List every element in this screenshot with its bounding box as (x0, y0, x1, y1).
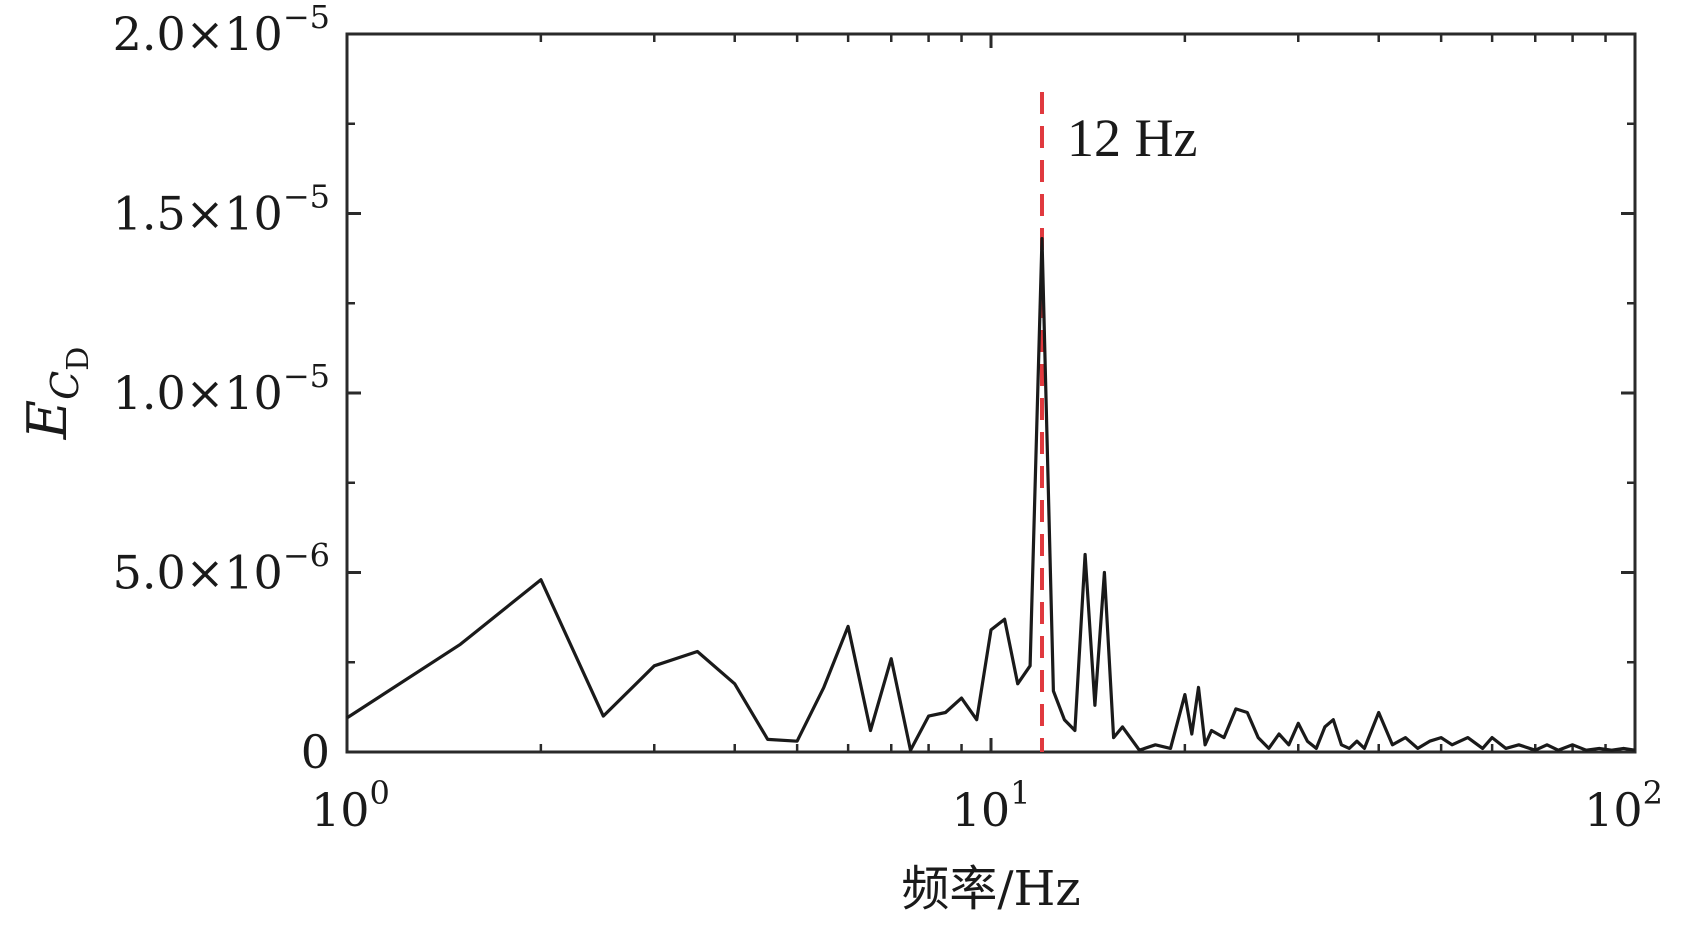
y-tick-label-3: 1.5×10−5 (113, 178, 330, 241)
y-tick-label-2: 1.0×10−5 (113, 357, 330, 420)
y-axis-title-sub: C (43, 371, 87, 400)
y-tick-labels: 0 5.0×10−6 1.0×10−5 1.5×10−5 2.0×10−5 (113, 0, 330, 779)
plot-frame (345, 32, 1637, 754)
y-axis-title: ECD (16, 347, 96, 441)
x-tick-label-2: 102 (1584, 774, 1663, 837)
y-axis-title-subsub: D (61, 347, 96, 371)
series-line-0 (346, 237, 1636, 752)
tick-marks (345, 32, 1637, 754)
y-tick-label-1: 5.0×10−6 (113, 537, 330, 600)
y-tick-label-4: 2.0×10−5 (113, 0, 330, 61)
series-line-group (346, 237, 1636, 752)
peak-marker: 12 Hz (1039, 92, 1197, 752)
x-tick-label-0: 100 (311, 774, 390, 837)
y-tick-label-0: 0 (301, 725, 330, 779)
y-axis-title-main: E (16, 400, 79, 440)
x-tick-label-1: 101 (952, 774, 1031, 837)
annotation-label-0: 12 Hz (1067, 108, 1197, 168)
x-axis-title: 频率/Hz (901, 861, 1080, 917)
x-tick-labels: 100 101 102 (311, 774, 1663, 837)
